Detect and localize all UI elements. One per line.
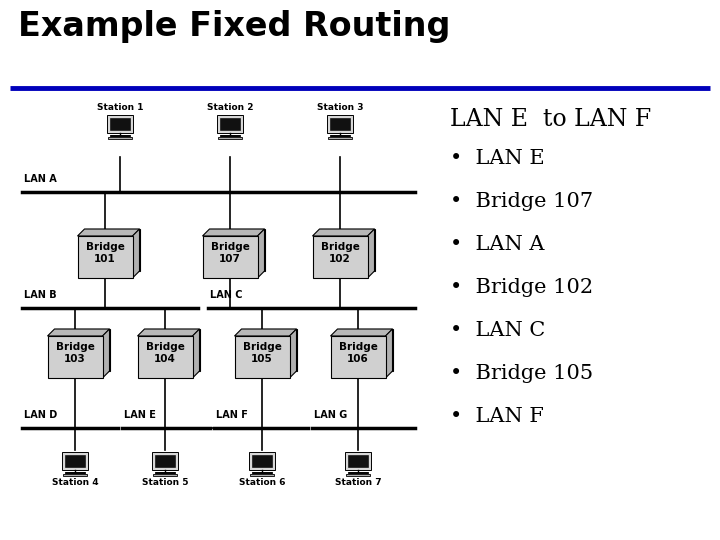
Text: LAN A: LAN A <box>24 174 57 184</box>
Text: •  Bridge 107: • Bridge 107 <box>450 192 593 211</box>
FancyBboxPatch shape <box>327 115 353 133</box>
Text: Bridge
101: Bridge 101 <box>86 242 125 264</box>
FancyBboxPatch shape <box>330 118 350 130</box>
Polygon shape <box>241 329 297 371</box>
Text: Bridge
106: Bridge 106 <box>338 342 377 364</box>
FancyBboxPatch shape <box>110 118 130 130</box>
FancyBboxPatch shape <box>217 115 243 133</box>
Text: Bridge
107: Bridge 107 <box>210 242 249 264</box>
FancyBboxPatch shape <box>346 474 370 476</box>
FancyBboxPatch shape <box>63 474 87 476</box>
FancyBboxPatch shape <box>250 474 274 476</box>
Polygon shape <box>138 329 199 336</box>
Polygon shape <box>289 329 297 378</box>
FancyBboxPatch shape <box>155 471 175 473</box>
Polygon shape <box>258 229 264 278</box>
FancyBboxPatch shape <box>312 236 367 278</box>
FancyBboxPatch shape <box>152 452 178 470</box>
Polygon shape <box>338 329 392 371</box>
FancyBboxPatch shape <box>218 137 242 139</box>
FancyBboxPatch shape <box>330 134 350 136</box>
FancyBboxPatch shape <box>330 336 385 378</box>
Text: LAN B: LAN B <box>24 290 57 300</box>
Text: LAN F: LAN F <box>216 410 248 420</box>
Text: Bridge
103: Bridge 103 <box>55 342 94 364</box>
FancyBboxPatch shape <box>235 336 289 378</box>
Text: •  LAN F: • LAN F <box>450 407 544 426</box>
FancyBboxPatch shape <box>108 137 132 139</box>
Polygon shape <box>210 229 264 271</box>
Text: Bridge
105: Bridge 105 <box>243 342 282 364</box>
FancyBboxPatch shape <box>252 471 272 473</box>
FancyBboxPatch shape <box>249 452 275 470</box>
FancyBboxPatch shape <box>78 236 132 278</box>
Polygon shape <box>102 329 109 378</box>
Polygon shape <box>235 329 297 336</box>
FancyBboxPatch shape <box>138 336 192 378</box>
FancyBboxPatch shape <box>65 471 85 473</box>
FancyBboxPatch shape <box>220 118 240 130</box>
FancyBboxPatch shape <box>155 455 175 467</box>
Text: Station 4: Station 4 <box>52 478 99 487</box>
Text: LAN G: LAN G <box>314 410 347 420</box>
FancyBboxPatch shape <box>202 236 258 278</box>
Text: LAN D: LAN D <box>24 410 58 420</box>
Text: •  Bridge 105: • Bridge 105 <box>450 364 593 383</box>
Text: Station 6: Station 6 <box>239 478 285 487</box>
Text: Station 1: Station 1 <box>96 103 143 112</box>
Text: LAN E  to LAN F: LAN E to LAN F <box>450 108 652 131</box>
Polygon shape <box>132 229 140 278</box>
Polygon shape <box>330 329 392 336</box>
Text: Station 7: Station 7 <box>335 478 382 487</box>
Text: LAN C: LAN C <box>210 290 243 300</box>
Text: Example Fixed Routing: Example Fixed Routing <box>18 10 451 43</box>
FancyBboxPatch shape <box>220 134 240 136</box>
FancyBboxPatch shape <box>348 455 368 467</box>
Polygon shape <box>367 229 374 278</box>
Polygon shape <box>192 329 199 378</box>
Text: Bridge
102: Bridge 102 <box>320 242 359 264</box>
FancyBboxPatch shape <box>348 471 368 473</box>
Polygon shape <box>385 329 392 378</box>
Text: •  LAN A: • LAN A <box>450 235 544 254</box>
FancyBboxPatch shape <box>65 455 85 467</box>
Text: •  Bridge 102: • Bridge 102 <box>450 278 593 297</box>
Polygon shape <box>145 329 199 371</box>
Text: Station 3: Station 3 <box>317 103 364 112</box>
Polygon shape <box>320 229 374 271</box>
FancyBboxPatch shape <box>252 455 272 467</box>
Polygon shape <box>84 229 140 271</box>
Text: •  LAN C: • LAN C <box>450 321 545 340</box>
FancyBboxPatch shape <box>107 115 133 133</box>
Text: Bridge
104: Bridge 104 <box>145 342 184 364</box>
Polygon shape <box>312 229 374 236</box>
Text: LAN E: LAN E <box>124 410 156 420</box>
FancyBboxPatch shape <box>62 452 88 470</box>
Polygon shape <box>78 229 140 236</box>
FancyBboxPatch shape <box>48 336 102 378</box>
FancyBboxPatch shape <box>153 474 177 476</box>
Polygon shape <box>48 329 109 336</box>
FancyBboxPatch shape <box>328 137 352 139</box>
Text: Station 2: Station 2 <box>207 103 253 112</box>
FancyBboxPatch shape <box>110 134 130 136</box>
FancyBboxPatch shape <box>345 452 371 470</box>
Text: Station 5: Station 5 <box>142 478 188 487</box>
Polygon shape <box>55 329 109 371</box>
Text: •  LAN E: • LAN E <box>450 149 544 168</box>
Polygon shape <box>202 229 264 236</box>
